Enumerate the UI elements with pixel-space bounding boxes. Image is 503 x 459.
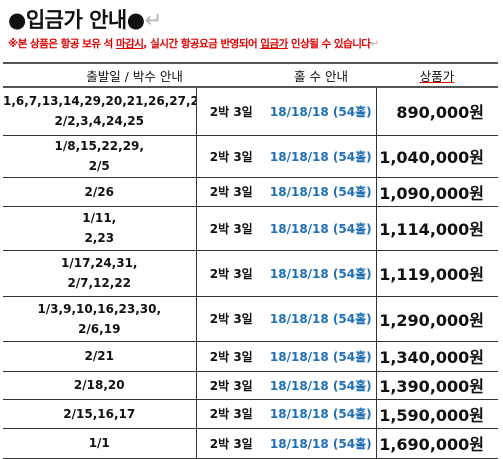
departure-dates-line: 1/3,9,10,16,23,30, xyxy=(37,301,162,316)
table-row: 1/8,15,22,29, 2/5 2박 3일 18/18/18 (54홀) 1,040… xyxy=(3,135,499,178)
departure-dates-line: 2,23 xyxy=(84,231,115,245)
bullet-circle-icon: ● xyxy=(126,8,145,32)
price-cell: 1,690,000원 xyxy=(375,428,499,459)
price-cell: 1,590,000원 xyxy=(375,399,499,429)
table-row: 2/15,16,17 2박 3일 18/18/18 (54홀) 1,590,000원 xyxy=(3,399,499,429)
nights-cell: 2박 3일 xyxy=(195,296,267,342)
rounds-cell: 18/18/18 (54홀) xyxy=(266,177,377,207)
notice-text-underlined: 입금가 xyxy=(260,38,288,50)
departure-dates-line: 1,6,7,13,14,29,20,21,26,27,28, xyxy=(3,94,196,109)
rounds-cell: 18/18/18 (54홀) xyxy=(266,250,377,297)
rounds-cell: 18/18/18 (54홀) xyxy=(266,296,377,342)
notice-text: ※본 상품은 항공 보유 석 xyxy=(8,38,116,50)
departure-dates-cell: 2/21 xyxy=(3,341,196,372)
column-header-rounds: 홀 수 안내 xyxy=(266,62,377,88)
rounds-cell: 18/18/18 (54홀) xyxy=(266,206,377,251)
table-row: 1/1 2박 3일 18/18/18 (54홀) 1,690,000원 xyxy=(3,428,499,459)
departure-dates-line: 1/11, xyxy=(82,211,117,225)
departure-dates-cell: 1/17,24,31, 2/7,12,22 xyxy=(3,250,196,297)
departure-dates-cell: 1,6,7,13,14,29,20,21,26,27,28, 2/2,3,4,24… xyxy=(3,87,196,136)
table-row: 2/21 2박 3일 18/18/18 (54홀) 1,340,000원 xyxy=(3,341,499,372)
bullet-circle-icon: ● xyxy=(8,8,26,32)
column-header-price-label: 상품가 xyxy=(419,68,455,84)
table-row: 1/11, 2,23 2박 3일 18/18/18 (54홀) 1,114,000원 xyxy=(3,206,499,251)
table-row: 2/18,20 2박 3일 18/18/18 (54홀) 1,390,000원 xyxy=(3,371,499,400)
rounds-cell: 18/18/18 (54홀) xyxy=(266,399,377,429)
page-title: ●입금가 안내●↵ xyxy=(8,4,162,32)
rounds-cell: 18/18/18 (54홀) xyxy=(266,341,377,372)
departure-dates-line: 2/15,16,17 xyxy=(63,406,136,421)
price-cell: 1,340,000원 xyxy=(375,341,499,372)
departure-dates-cell: 1/3,9,10,16,23,30, 2/6,19 xyxy=(3,296,196,342)
price-cell: 1,390,000원 xyxy=(375,371,499,400)
price-notice: ※본 상품은 항공 보유 석 마감시, 실시간 항공요금 반영되어 입금가 인상… xyxy=(8,36,500,51)
rounds-cell: 18/18/18 (54홀) xyxy=(266,428,377,459)
price-table: 출발일 / 박수 안내 홀 수 안내 상품가 1,6,7,13,14,29,20… xyxy=(3,62,499,459)
table-row: 2/26 2박 3일 18/18/18 (54홀) 1,090,000원 xyxy=(3,177,499,207)
price-cell: 1,119,000원 xyxy=(375,250,499,297)
departure-dates-line: 2/26 xyxy=(84,184,114,199)
departure-dates-line: 1/17,24,31, xyxy=(60,256,138,270)
departure-dates-cell: 2/15,16,17 xyxy=(3,399,196,429)
departure-dates-cell: 1/11, 2,23 xyxy=(3,206,196,251)
paragraph-mark-icon: ↵ xyxy=(370,38,380,50)
departure-dates-cell: 1/8,15,22,29, 2/5 xyxy=(3,135,196,178)
paragraph-mark-icon: ↵ xyxy=(144,8,163,32)
notice-text-underlined: 마감시 xyxy=(115,38,144,50)
table-row: 1/17,24,31, 2/7,12,22 2박 3일 18/18/18 (54홀) 1… xyxy=(3,250,499,297)
rounds-cell: 18/18/18 (54홀) xyxy=(266,87,377,136)
price-cell: 1,040,000원 xyxy=(375,135,499,178)
price-cell: 1,114,000원 xyxy=(375,206,499,251)
table-row: 1/3,9,10,16,23,30, 2/6,19 2박 3일 18/18/18 (5… xyxy=(3,296,499,342)
departure-dates-line: 2/5 xyxy=(88,159,110,173)
column-header-price: 상품가 xyxy=(376,62,499,88)
departure-dates-line: 2/18,20 xyxy=(73,378,125,392)
departure-dates-line: 2/2,3,4,24,25 xyxy=(54,114,144,129)
nights-cell: 2박 3일 xyxy=(195,135,267,178)
notice-text: , 실시간 항공요금 반영되어 xyxy=(143,38,261,50)
page-title-text: 입금가 안내 xyxy=(25,8,127,32)
nights-cell: 2박 3일 xyxy=(195,399,267,429)
nights-cell: 2박 3일 xyxy=(195,371,267,400)
nights-cell: 2박 3일 xyxy=(195,341,267,372)
price-cell: 1,090,000원 xyxy=(375,177,499,207)
rounds-cell: 18/18/18 (54홀) xyxy=(266,371,377,400)
departure-dates-line: 2/6,19 xyxy=(78,321,121,336)
nights-cell: 2박 3일 xyxy=(195,428,267,459)
rounds-cell: 18/18/18 (54홀) xyxy=(266,135,377,178)
notice-text: 인상될 수 있습니다 xyxy=(287,38,371,50)
departure-dates-line: 2/21 xyxy=(84,349,114,363)
nights-cell: 2박 3일 xyxy=(195,250,267,297)
column-header-date: 출발일 / 박수 안내 xyxy=(3,62,267,88)
departure-dates-cell: 2/26 xyxy=(3,177,196,207)
price-cell: 1,290,000원 xyxy=(375,296,499,342)
departure-dates-line: 1/8,15,22,29, xyxy=(54,139,144,153)
nights-cell: 2박 3일 xyxy=(195,177,267,207)
departure-dates-line: 1/1 xyxy=(88,436,110,450)
table-header-row: 출발일 / 박수 안내 홀 수 안내 상품가 xyxy=(3,62,499,88)
departure-dates-cell: 2/18,20 xyxy=(3,371,196,400)
nights-cell: 2박 3일 xyxy=(195,206,267,251)
table-row: 1,6,7,13,14,29,20,21,26,27,28, 2/2,3,4,24… xyxy=(3,87,499,136)
price-cell: 890,000원 xyxy=(375,87,499,136)
departure-dates-cell: 1/1 xyxy=(3,428,196,459)
departure-dates-line: 2/7,12,22 xyxy=(67,276,132,290)
nights-cell: 2박 3일 xyxy=(195,87,267,136)
